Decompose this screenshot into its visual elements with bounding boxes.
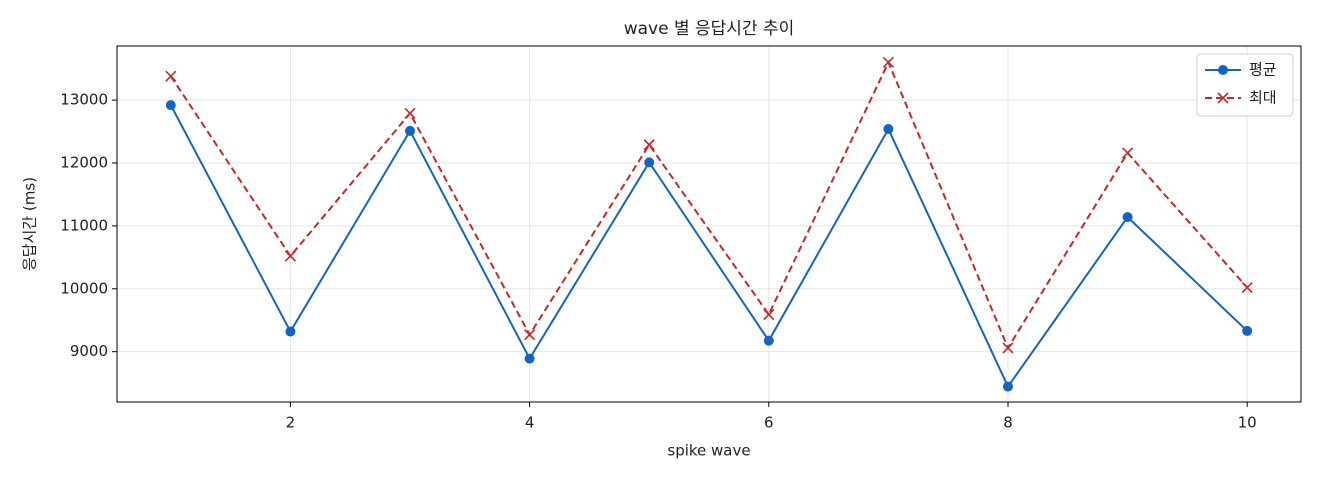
- marker: [644, 157, 655, 168]
- marker-stroke: [524, 329, 536, 341]
- marker: [643, 139, 655, 151]
- marker: [1002, 381, 1013, 392]
- y-axis-label: 응답시간 (ms): [21, 177, 39, 271]
- marker: [882, 56, 894, 68]
- marker-stroke: [882, 56, 894, 68]
- y-tick-label: 12000: [60, 153, 108, 171]
- marker-stroke: [284, 250, 296, 262]
- x-tick-label: 8: [1003, 414, 1013, 432]
- marker: [165, 100, 176, 111]
- legend-label: 평균: [1249, 61, 1277, 79]
- marker: [1122, 147, 1134, 159]
- series-line: [169, 104, 1248, 389]
- marker: [1241, 281, 1253, 294]
- x-tick-label: 10: [1238, 414, 1257, 432]
- marker: [1122, 212, 1133, 223]
- x-tick-label: 2: [286, 414, 296, 432]
- y-tick-label: 13000: [60, 91, 108, 109]
- marker-stroke: [643, 139, 655, 151]
- y-tick-label: 11000: [60, 216, 108, 234]
- chart-title: wave 별 응답시간 추이: [624, 19, 795, 39]
- marker: [763, 335, 774, 346]
- marker: [165, 70, 177, 82]
- marker: [1002, 342, 1014, 354]
- marker-stroke: [763, 309, 775, 321]
- marker: [524, 329, 536, 341]
- marker: [405, 125, 416, 136]
- marker-stroke: [1002, 342, 1014, 354]
- x-tick-label: 6: [764, 414, 774, 432]
- marker: [1218, 65, 1228, 75]
- marker: [284, 250, 296, 262]
- marker: [524, 353, 535, 364]
- marker: [1242, 325, 1253, 336]
- marker: [404, 107, 416, 119]
- series-line: [169, 59, 1248, 351]
- marker-stroke: [165, 70, 177, 82]
- marker: [763, 309, 775, 321]
- legend-label: 최대: [1249, 89, 1277, 107]
- x-tick-label: 4: [525, 414, 535, 432]
- legend-box: [1196, 53, 1294, 117]
- y-tick-label: 9000: [70, 342, 108, 360]
- marker: [883, 124, 894, 135]
- marker-stroke: [1241, 281, 1253, 294]
- x-axis-label: spike wave: [667, 442, 750, 460]
- marker: [1217, 92, 1229, 104]
- marker-stroke: [404, 107, 416, 119]
- y-tick-label: 10000: [60, 279, 108, 297]
- marker-stroke: [1217, 92, 1229, 104]
- plot-frame: [116, 45, 1302, 403]
- marker: [285, 326, 296, 337]
- marker-stroke: [1122, 147, 1134, 159]
